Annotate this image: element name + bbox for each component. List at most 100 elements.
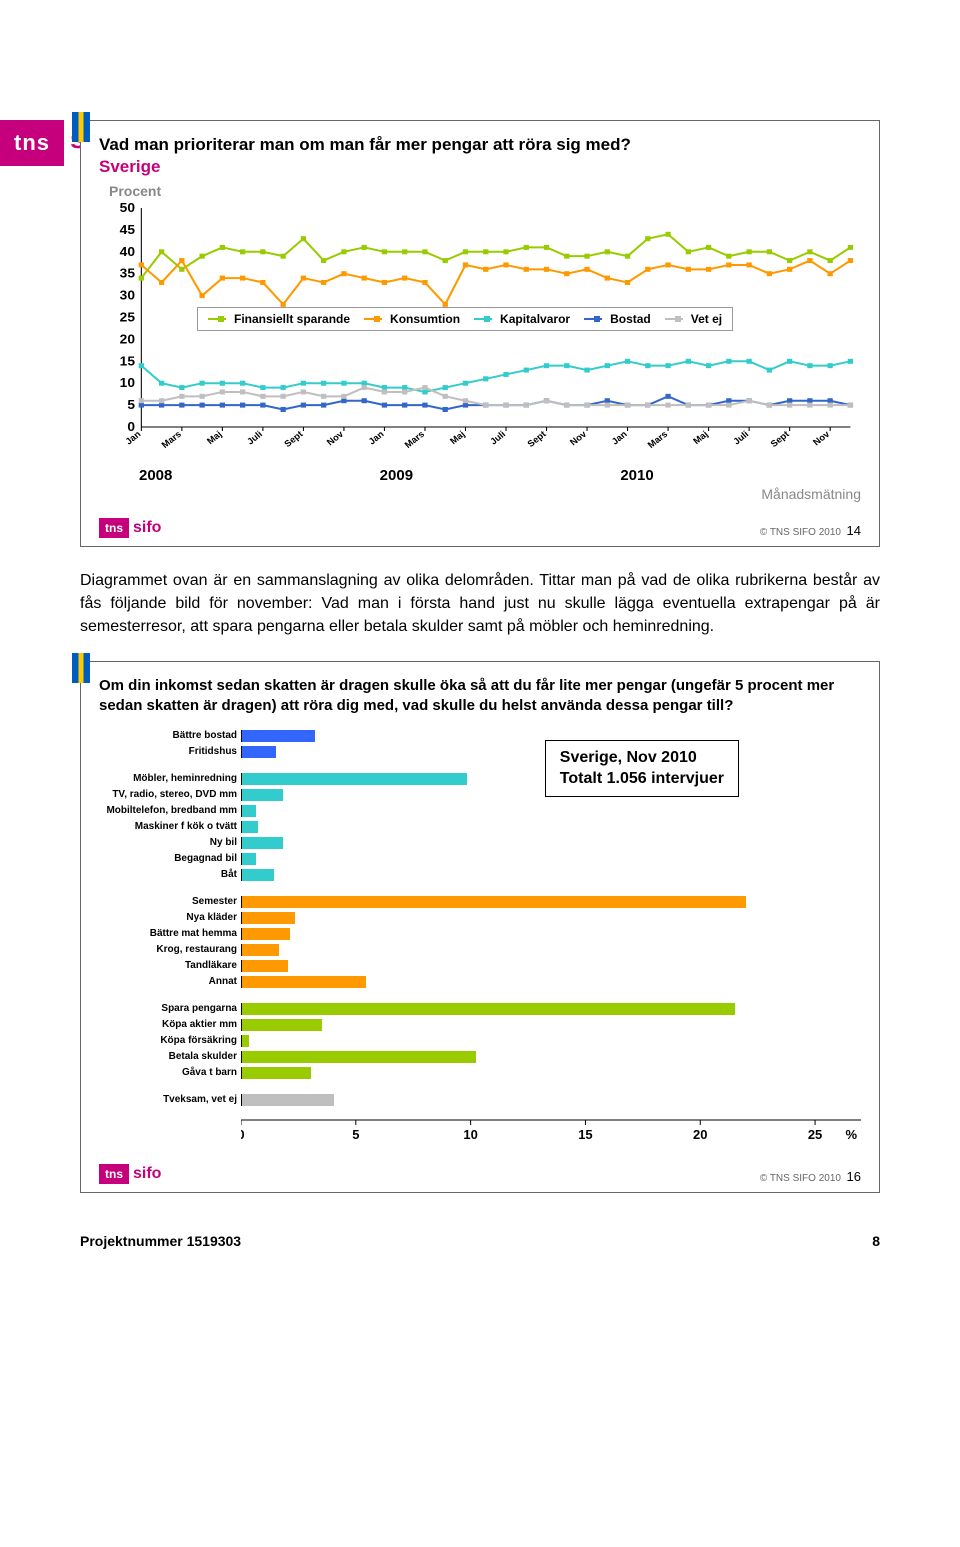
page-footer: Projektnummer 1519303 8 [80,1233,880,1249]
procent-label: Procent [109,183,861,199]
svg-text:45: 45 [120,222,136,237]
bar-label: Tandläkare [99,961,241,971]
svg-text:25: 25 [120,310,136,325]
bar-fill [242,976,366,988]
bar-fill [242,789,283,801]
bar-row: Tandläkare [99,958,861,973]
svg-text:35: 35 [120,266,136,281]
year-label: 2010 [620,467,861,484]
svg-text:20: 20 [120,332,135,347]
tns-sifo-logo-small: tns sifo [99,1164,161,1184]
bar-fill [242,837,283,849]
svg-text:Mars: Mars [646,429,670,450]
bar-label: Fritidshus [99,747,241,757]
bar-row: Begagnad bil [99,851,861,866]
svg-text:5: 5 [352,1127,359,1142]
svg-text:Juli: Juli [488,429,507,446]
bar-group: Tveksam, vet ej [99,1092,861,1107]
svg-text:Juli: Juli [731,429,750,446]
bar-row: Tveksam, vet ej [99,1092,861,1107]
bar-group: Möbler, heminredning TV, radio, stereo, … [99,771,861,882]
bar-fill [242,869,274,881]
year-axis: 200820092010 [99,467,861,484]
bar-label: Krog, restaurang [99,945,241,955]
chart-legend: Finansiellt sparande Konsumtion Kapitalvar… [197,307,733,331]
bar-chart: Bättre bostad Fritidshus Möbler, heminre… [99,722,861,1148]
svg-text:Mars: Mars [160,429,184,450]
bar-fill [242,944,279,956]
bar-label: Tveksam, vet ej [99,1095,241,1105]
bar-row: Mobiltelefon, bredband mm [99,803,861,818]
svg-text:Maj: Maj [205,429,224,446]
bar-label: TV, radio, stereo, DVD mm [99,790,241,800]
chart2-copyright: © TNS SIFO 2010 16 [760,1169,861,1184]
sweden-flag-icon [72,112,90,142]
bar-fill [242,1067,311,1079]
legend-item: Finansiellt sparande [208,312,350,326]
svg-text:25: 25 [808,1127,822,1142]
svg-text:Sept: Sept [525,429,547,449]
bar-row: Möbler, heminredning [99,771,861,786]
bar-row: Maskiner f kök o tvätt [99,819,861,834]
bar-fill [242,1051,476,1063]
bar-row: Köpa försäkring [99,1033,861,1048]
bar-label: Möbler, heminredning [99,774,241,784]
bar-row: Bättre mat hemma [99,926,861,941]
bar-fill [242,730,315,742]
line-chart-panel: Vad man prioriterar man om man får mer p… [80,120,880,547]
chart1-subtitle: Sverige [99,157,861,177]
chart1-copyright: © TNS SIFO 2010 14 [760,523,861,538]
bar-fill [242,896,746,908]
bar-fill [242,773,467,785]
bar-row: Semester [99,894,861,909]
bar-label: Annat [99,977,241,987]
monthly-label: Månadsmätning [99,486,861,502]
svg-text:Sept: Sept [282,429,304,449]
bar-fill [242,853,256,865]
svg-text:Juli: Juli [245,429,264,446]
bar-label: Ny bil [99,838,241,848]
year-label: 2008 [139,467,380,484]
legend-item: Bostad [584,312,651,326]
chart2-question: Om din inkomst sedan skatten är dragen s… [99,676,861,717]
bar-label: Maskiner f kök o tvätt [99,822,241,832]
bar-row: Köpa aktier mm [99,1017,861,1032]
bar-fill [242,1035,249,1047]
bar-fill [242,928,290,940]
bar-row: Krog, restaurang [99,942,861,957]
bar-row: Bättre bostad [99,728,861,743]
line-chart-svg: 05101520253035404550JanMarsMajJuliSeptNo… [99,203,861,463]
page-number: 8 [872,1233,880,1249]
sweden-flag-icon [72,653,90,683]
bar-label: Gåva t barn [99,1068,241,1078]
bar-fill [242,821,258,833]
bar-label: Båt [99,870,241,880]
bar-row: Annat [99,974,861,989]
tns-logo-box: tns [0,120,64,166]
svg-text:0: 0 [241,1127,245,1142]
bar-fill [242,1019,322,1031]
bar-label: Bättre mat hemma [99,929,241,939]
svg-text:Nov: Nov [325,429,346,448]
bar-row: Betala skulder [99,1049,861,1064]
svg-text:Nov: Nov [811,429,832,448]
line-chart: 05101520253035404550JanMarsMajJuliSeptNo… [99,203,861,463]
legend-item: Kapitalvaror [474,312,570,326]
bar-label: Bättre bostad [99,731,241,741]
year-label: 2009 [380,467,621,484]
svg-text:%: % [845,1127,857,1142]
bar-label: Begagnad bil [99,854,241,864]
svg-text:Nov: Nov [568,429,589,448]
svg-text:30: 30 [120,288,135,303]
bar-label: Spara pengarna [99,1004,241,1014]
legend-item: Konsumtion [364,312,460,326]
bar-fill [242,912,295,924]
bar-label: Köpa försäkring [99,1036,241,1046]
project-number: Projektnummer 1519303 [80,1233,241,1249]
bar-group: Spara pengarna Köpa aktier mm Köpa försä… [99,1001,861,1080]
svg-text:Jan: Jan [610,429,629,447]
bar-fill [242,1003,735,1015]
bar-label: Mobiltelefon, bredband mm [99,806,241,816]
bar-row: Gåva t barn [99,1065,861,1080]
bar-label: Semester [99,897,241,907]
